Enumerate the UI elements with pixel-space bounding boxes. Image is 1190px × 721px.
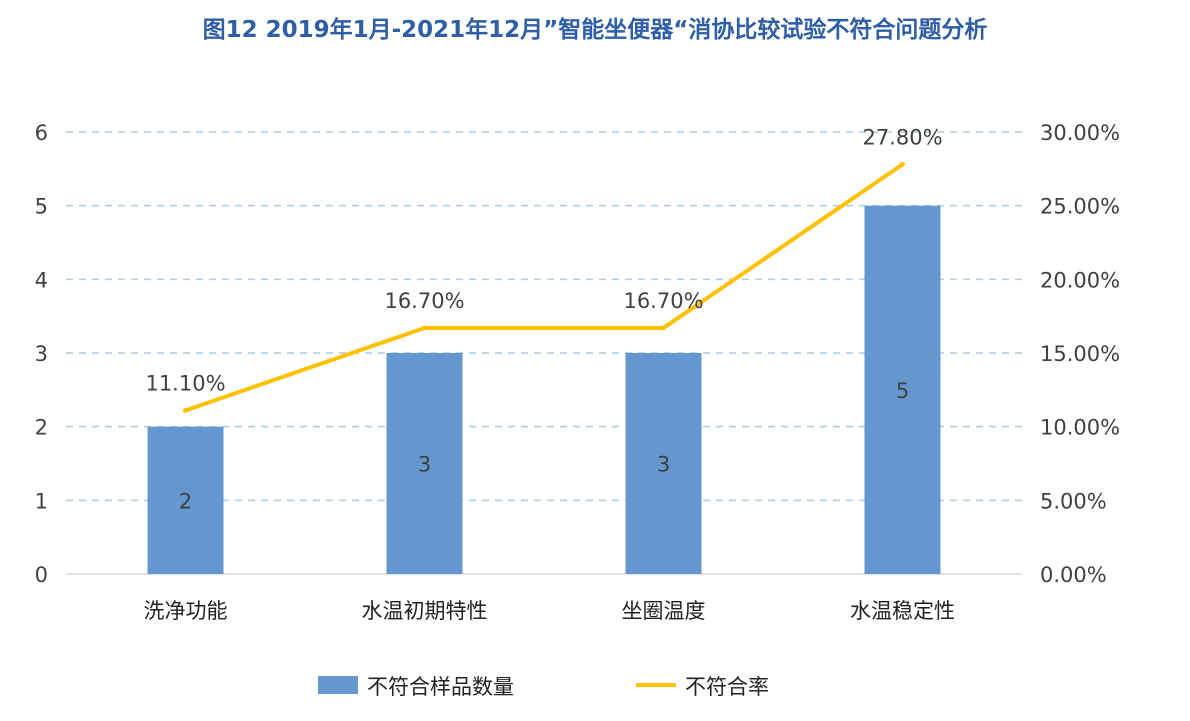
category-label: 洗净功能 <box>144 599 228 623</box>
line-value-label: 16.70% <box>623 289 703 313</box>
line-point <box>422 325 427 331</box>
left-tick-label: 1 <box>35 489 48 513</box>
left-tick-label: 0 <box>35 563 48 587</box>
line-point <box>661 325 666 331</box>
left-axis-ticks: 0 1 2 3 4 5 6 <box>35 121 48 587</box>
bar-value-label: 3 <box>418 453 431 477</box>
bar <box>147 426 224 574</box>
legend: 不符合样品数量 不符合率 <box>318 675 769 699</box>
category-label: 水温初期特性 <box>362 599 488 623</box>
right-tick-label: 30.00% <box>1040 121 1120 145</box>
line-point <box>183 407 188 413</box>
line-path <box>184 162 904 413</box>
legend-bar-label: 不符合样品数量 <box>367 675 514 699</box>
line-point <box>900 161 905 167</box>
bar-value-label: 2 <box>179 489 192 513</box>
bar <box>386 353 463 574</box>
legend-bar-swatch <box>318 676 358 694</box>
left-tick-label: 5 <box>35 195 48 219</box>
bar <box>864 205 941 574</box>
legend-line-label: 不符合率 <box>685 675 769 699</box>
right-tick-label: 0.00% <box>1040 563 1107 587</box>
right-tick-label: 25.00% <box>1040 195 1120 219</box>
right-tick-label: 10.00% <box>1040 416 1120 440</box>
bar-value-labels: 2 3 3 5 <box>179 379 909 514</box>
bar-value-label: 5 <box>896 379 909 403</box>
left-tick-label: 6 <box>35 121 48 145</box>
category-label: 水温稳定性 <box>850 599 955 623</box>
bar-series <box>147 205 941 574</box>
left-tick-label: 2 <box>35 416 48 440</box>
right-tick-label: 5.00% <box>1040 489 1107 513</box>
bar <box>625 353 702 574</box>
right-tick-label: 20.00% <box>1040 268 1120 292</box>
line-value-labels: 11.10% 16.70% 16.70% 27.80% <box>145 125 942 395</box>
line-value-label: 27.80% <box>862 125 942 149</box>
bar-value-label: 3 <box>657 453 670 477</box>
line-series <box>183 161 905 413</box>
chart-title: 图12 2019年1月-2021年12月”智能坐便器“消协比较试验不符合问题分析 <box>202 17 988 43</box>
right-tick-label: 15.00% <box>1040 342 1120 366</box>
line-value-label: 11.10% <box>145 371 225 395</box>
gridlines <box>66 131 1022 575</box>
left-tick-label: 4 <box>35 268 48 292</box>
right-axis-ticks: 0.00% 5.00% 10.00% 15.00% 20.00% 25.00% 30.00% <box>1040 121 1120 587</box>
line-value-label: 16.70% <box>384 289 464 313</box>
category-labels: 洗净功能 水温初期特性 坐圈温度 水温稳定性 <box>144 599 956 623</box>
category-label: 坐圈温度 <box>622 599 706 623</box>
left-tick-label: 3 <box>35 342 48 366</box>
